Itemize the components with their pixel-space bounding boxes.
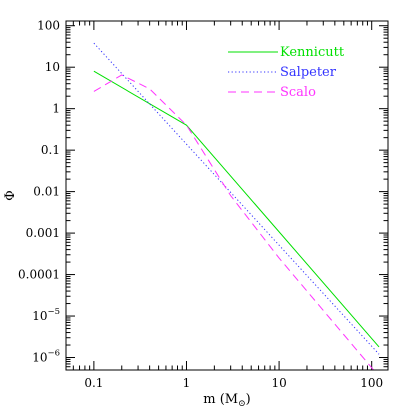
y-tick-label: 100	[37, 19, 60, 33]
legend-label-salpeter: Salpeter	[280, 65, 337, 80]
series-line-salpeter	[93, 42, 380, 355]
y-tick-label: 10−5	[32, 307, 60, 323]
x-axis-label-subscript: ⊙	[238, 399, 246, 409]
x-axis-label-close: )	[246, 392, 251, 407]
y-tick-label: 0.001	[26, 226, 60, 240]
legend: Kennicutt Salpeter Scalo	[228, 45, 345, 100]
y-tick-label: 0.01	[33, 185, 60, 199]
series-layer	[93, 42, 380, 370]
series-line-scalo	[93, 74, 375, 370]
y-tick-label: 0.0001	[18, 268, 60, 282]
y-tick-label: 0.1	[41, 143, 60, 157]
x-axis-label: m (M⊙)	[203, 392, 250, 409]
tick-labels: 0.1 1 10 100 100 10 1 0.1 0.01 0.001 0.0001 10−5 10−…	[18, 19, 383, 390]
plot-frame	[65, 20, 389, 371]
y-axis-label: Φ	[3, 190, 18, 201]
x-tick-label: 100	[360, 376, 383, 390]
legend-label-kennicutt: Kennicutt	[280, 45, 345, 60]
y-tick-label: 10	[45, 60, 60, 74]
y-tick-label: 1	[52, 102, 60, 116]
x-tick-label: 0.1	[84, 376, 103, 390]
series-line-kennicutt	[93, 70, 380, 348]
x-tick-label: 1	[183, 376, 191, 390]
x-axis-label-main: m (M	[203, 392, 238, 407]
legend-label-scalo: Scalo	[280, 85, 316, 100]
x-tick-label: 10	[271, 376, 286, 390]
y-tick-label: 10−6	[32, 349, 60, 365]
axis-ticks	[65, 21, 388, 371]
